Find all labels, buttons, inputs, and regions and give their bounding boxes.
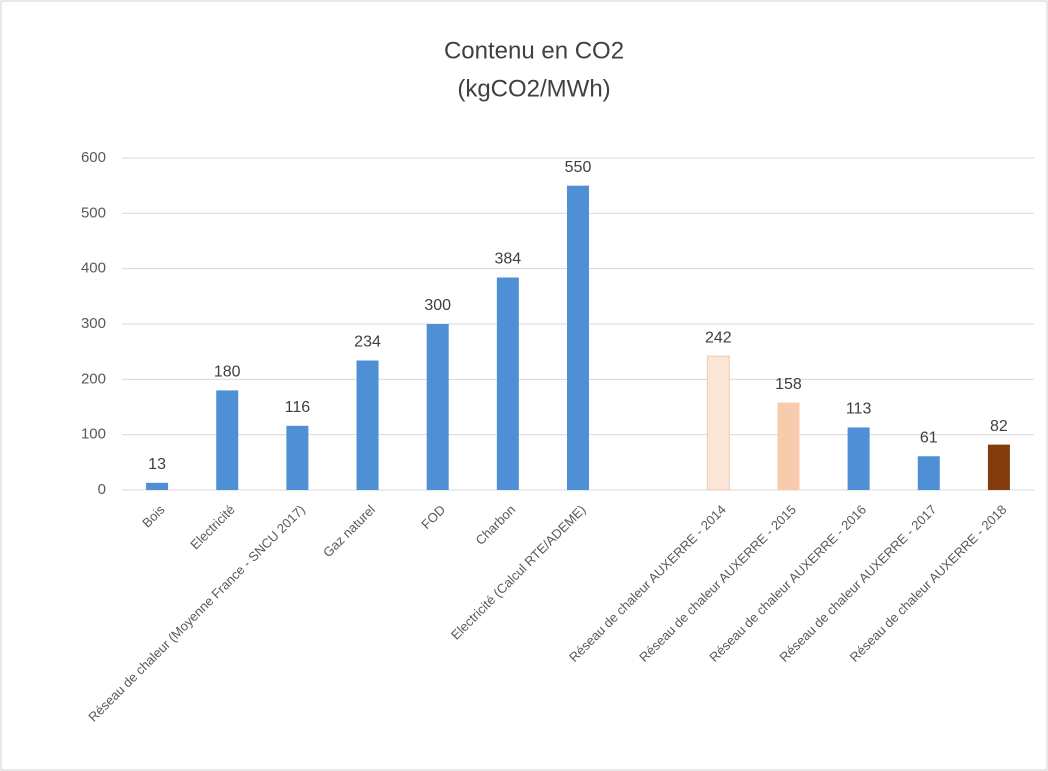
y-tick-label: 300: [81, 315, 106, 332]
bar: [146, 482, 169, 490]
bar: [847, 427, 870, 490]
bar: [496, 277, 519, 490]
value-label: 61: [920, 429, 938, 446]
y-tick-label: 100: [81, 426, 106, 443]
y-tick-label: 0: [98, 481, 106, 498]
bar: [286, 425, 309, 490]
value-label: 300: [424, 297, 451, 314]
y-tick-label: 400: [81, 260, 106, 277]
value-label: 82: [990, 418, 1008, 435]
value-label: 550: [565, 159, 592, 176]
value-label: 180: [214, 364, 241, 381]
y-tick-label: 200: [81, 370, 106, 387]
bar: [777, 402, 800, 490]
value-label: 113: [846, 401, 872, 418]
bar: [706, 355, 730, 491]
y-tick-label: 600: [81, 149, 106, 166]
value-label: 384: [494, 251, 521, 268]
bar: [426, 324, 449, 490]
bar: [987, 444, 1010, 490]
value-label: 234: [354, 334, 381, 351]
value-label: 242: [705, 329, 732, 346]
y-tick-label: 500: [81, 204, 106, 221]
value-label: 116: [285, 399, 311, 416]
chart-title: Contenu en CO2: [444, 37, 624, 64]
value-label: 158: [775, 376, 802, 393]
bar: [567, 185, 589, 490]
bar: [356, 360, 379, 490]
bar: [917, 456, 940, 490]
chart-subtitle: (kgCO2/MWh): [457, 75, 610, 102]
value-label: 13: [148, 456, 166, 473]
bar: [216, 390, 239, 490]
